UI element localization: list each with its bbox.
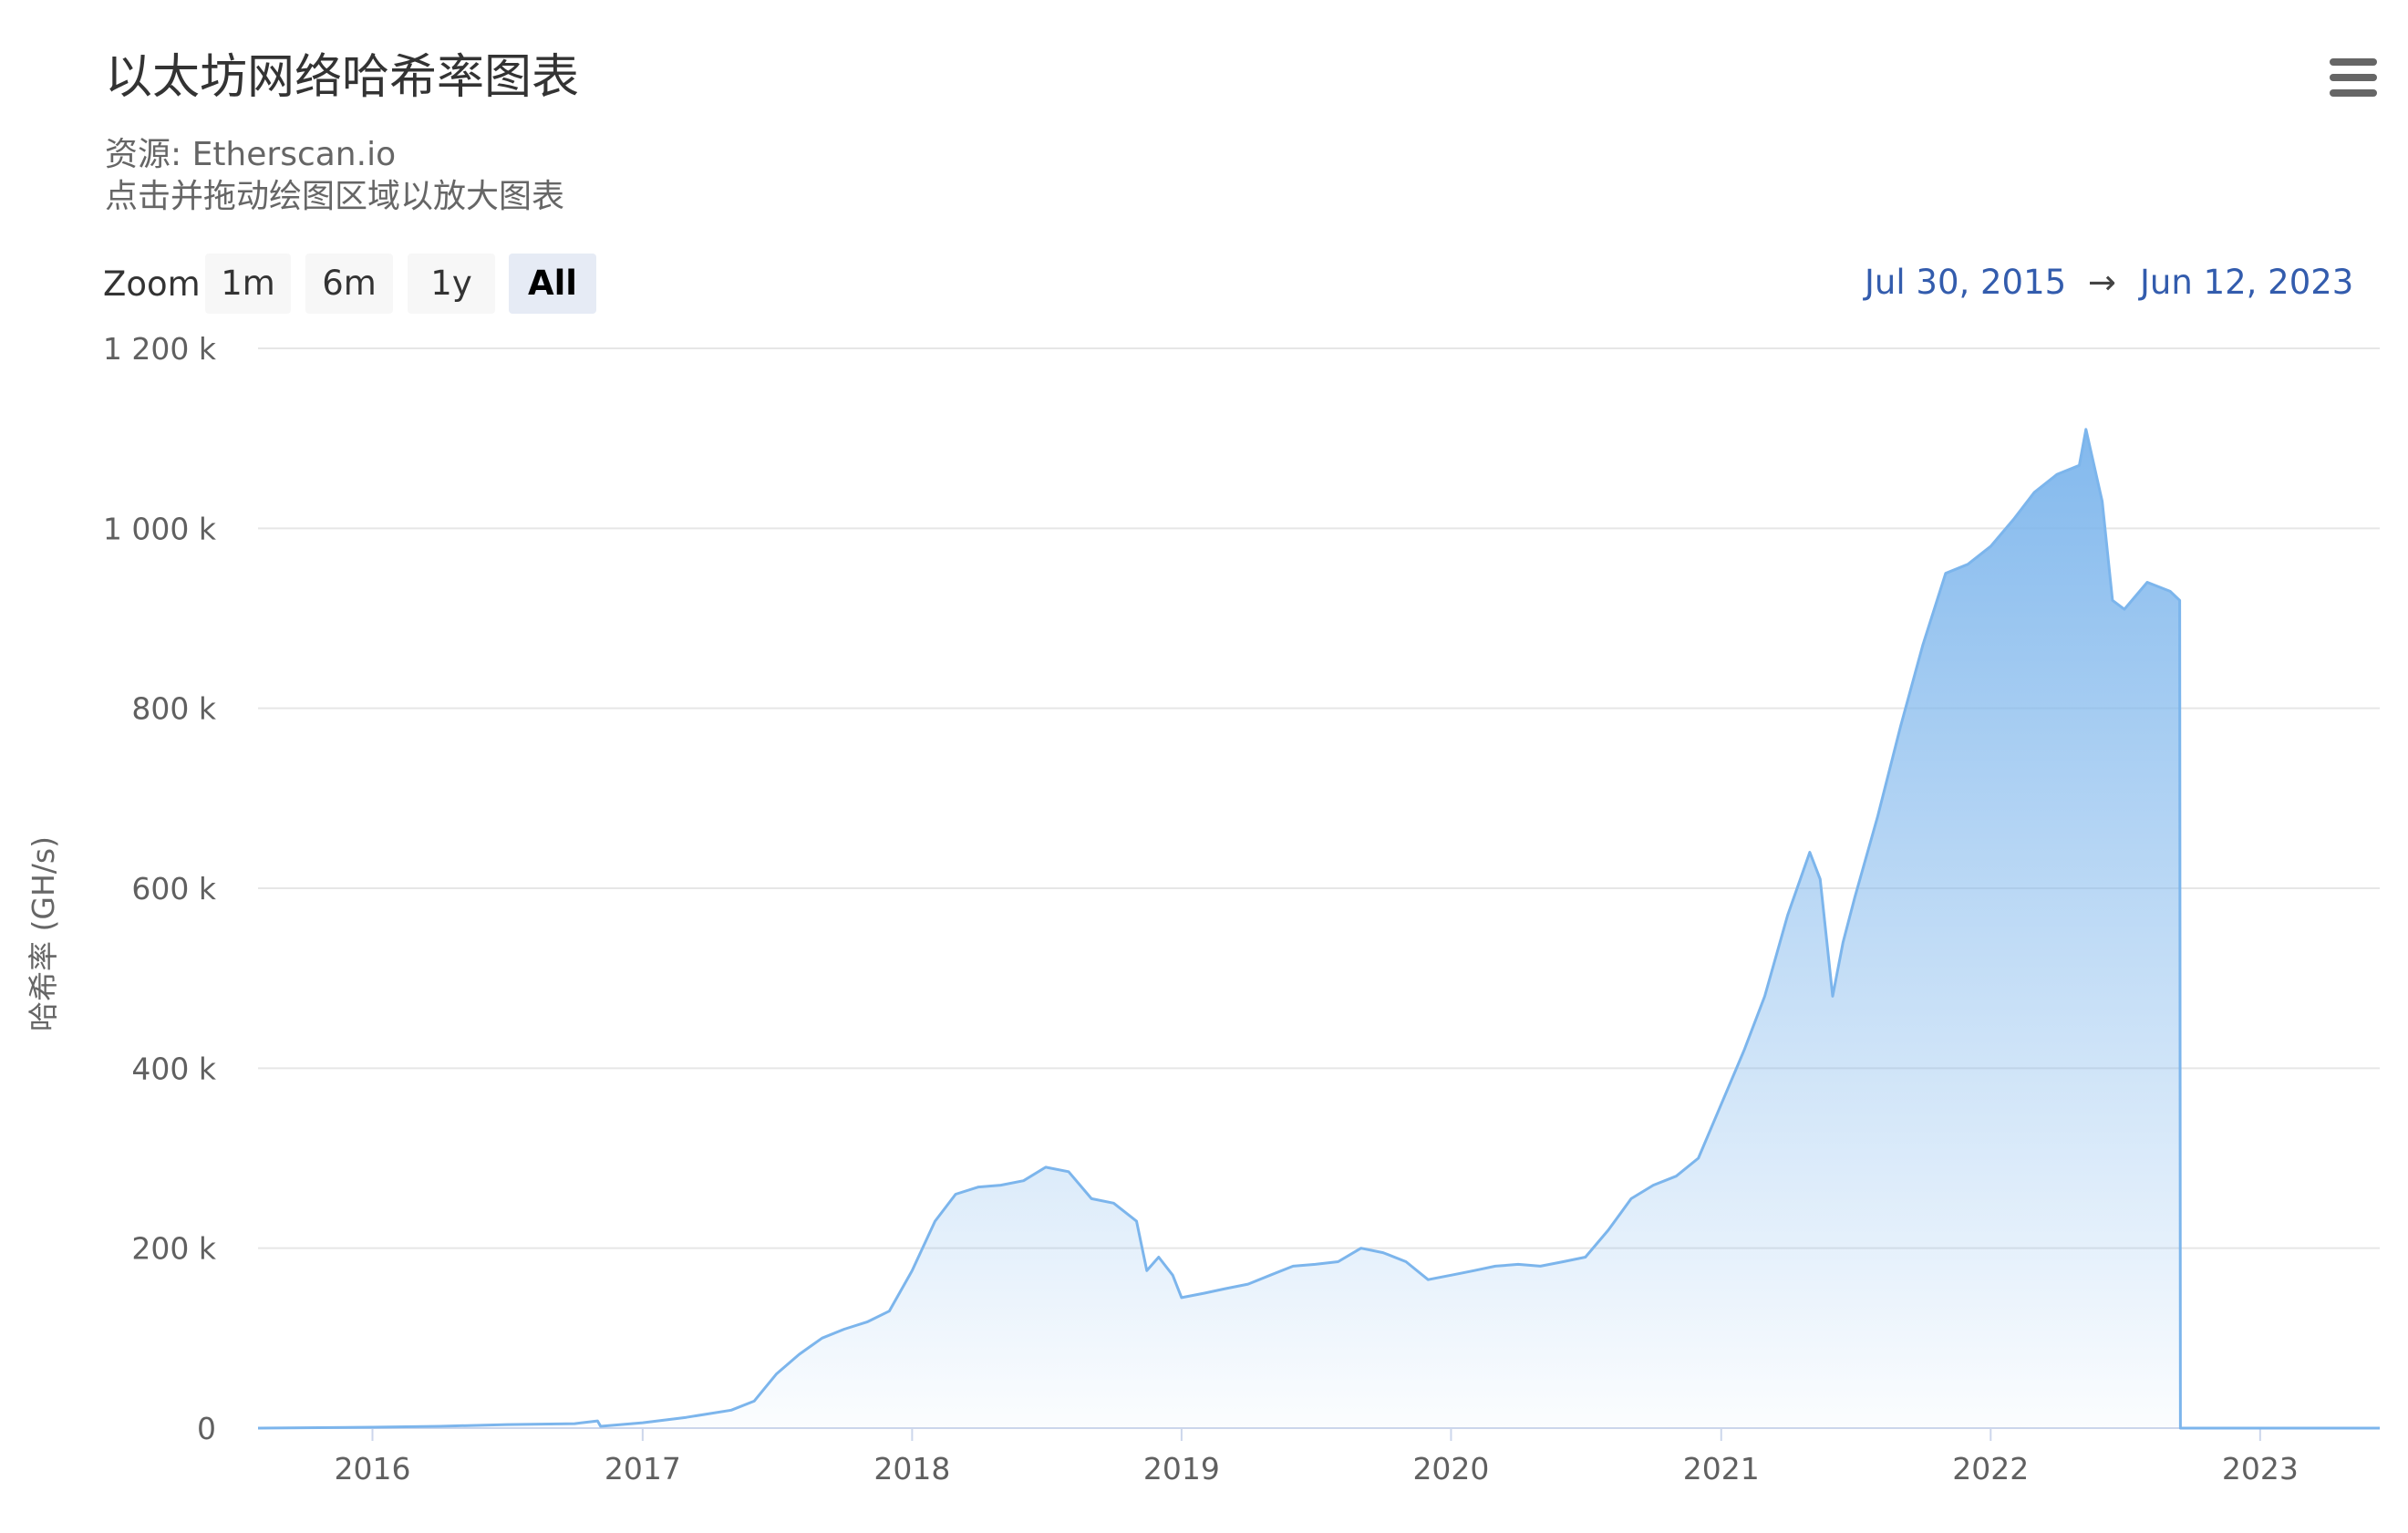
x-tick-label: 2018 [873,1451,950,1486]
zoom-1m-button[interactable]: 1m [205,254,291,314]
chart-source: 资源: Etherscan.io [105,136,397,173]
y-axis-ticks: 0 200 k 400 k 600 k 800 k 1 000 k 1 200 k [103,331,217,1446]
hashrate-line [257,428,2380,1430]
y-tick-label: 0 [197,1411,216,1446]
chart-hint: 点击并拖动绘图区域以放大图表 [105,178,565,215]
zoom-label: Zoom [103,264,201,304]
chart-title: 以太坊网络哈希率图表 [105,50,580,105]
x-axis-ticks: 2016 2017 2018 2019 2020 2021 2022 2023 [335,1428,2299,1486]
hashrate-series [257,428,2380,1430]
x-tick-label: 2017 [605,1451,681,1486]
range-from[interactable]: Jul 30, 2015 [1865,263,2067,302]
y-tick-label: 400 k [131,1051,216,1086]
x-tick-label: 2023 [2222,1451,2299,1486]
zoom-all-button[interactable]: All [509,254,596,314]
x-tick-label: 2019 [1143,1451,1220,1486]
range-arrow: → [2088,263,2117,302]
zoom-1y-button[interactable]: 1y [408,254,495,314]
y-tick-label: 200 k [131,1231,216,1267]
x-tick-label: 2020 [1412,1451,1489,1486]
zoom-6m-button[interactable]: 6m [305,254,393,314]
y-tick-label: 800 k [131,691,216,727]
x-tick-label: 2016 [335,1451,411,1486]
y-tick-label: 600 k [131,871,216,906]
hamburger-menu-icon[interactable] [2330,58,2377,97]
range-to[interactable]: Jun 12, 2023 [2140,263,2354,302]
x-tick-label: 2022 [1952,1451,2029,1486]
x-tick-label: 2021 [1683,1451,1760,1486]
hashrate-area [258,429,2380,1428]
y-tick-label: 1 000 k [103,511,217,546]
y-tick-label: 1 200 k [103,331,217,367]
